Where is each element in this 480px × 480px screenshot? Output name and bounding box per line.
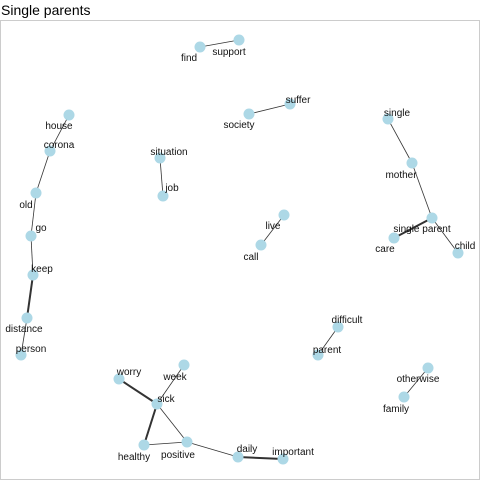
node-label-call: call — [243, 252, 258, 263]
node-label-healthy: healthy — [118, 452, 150, 463]
node-society — [243, 108, 255, 120]
edges-layer — [20, 39, 459, 460]
node-corona — [44, 145, 56, 157]
node-important — [277, 453, 289, 465]
labels-layer: find support suffer society single house coron… — [5, 47, 475, 463]
node-label-parent: parent — [313, 345, 342, 356]
node-family — [398, 391, 410, 403]
node-otherwise — [422, 362, 434, 374]
node-distance — [21, 312, 33, 324]
node-label-mother: mother — [385, 170, 417, 181]
node-go — [25, 230, 37, 242]
node-find — [194, 41, 206, 53]
node-care — [388, 232, 400, 244]
node-single-parent — [426, 212, 438, 224]
node-label-corona: corona — [44, 140, 75, 151]
node-label-keep: keep — [31, 264, 53, 275]
node-label-old: old — [19, 200, 32, 211]
node-label-difficult: difficult — [332, 315, 363, 326]
node-house — [63, 109, 75, 121]
edge-week-sick — [156, 364, 185, 405]
edge-sick-positive — [156, 403, 188, 443]
node-sick — [151, 398, 163, 410]
edge-mother-single-parent — [411, 162, 433, 219]
node-label-child: child — [455, 241, 476, 252]
edge-difficult-parent — [317, 326, 339, 356]
node-label-daily: daily — [237, 444, 258, 455]
edge-worry-sick — [118, 378, 158, 405]
node-suffer — [284, 98, 296, 110]
edge-situation-job — [159, 157, 164, 197]
node-child — [452, 247, 464, 259]
edge-otherwise-family — [403, 367, 429, 398]
chart-title: Single parents — [1, 2, 91, 18]
node-mother — [406, 157, 418, 169]
node-old — [30, 187, 42, 199]
node-daily — [232, 451, 244, 463]
node-worry — [113, 373, 125, 385]
node-label-care: care — [375, 244, 395, 255]
node-label-house: house — [45, 121, 73, 132]
edge-single-parent-care — [393, 217, 433, 239]
node-single — [382, 113, 394, 125]
node-week — [178, 359, 190, 371]
edge-sick-healthy — [143, 403, 158, 446]
node-label-week: week — [162, 372, 187, 383]
node-label-worry: worry — [116, 367, 141, 378]
node-person — [15, 349, 27, 361]
node-situation — [154, 152, 166, 164]
edge-house-corona — [49, 114, 70, 152]
nodes-layer — [15, 34, 464, 465]
node-label-find: find — [181, 53, 197, 64]
node-label-person: person — [16, 344, 47, 355]
node-label-suffer: suffer — [286, 95, 311, 106]
node-job — [157, 190, 169, 202]
edge-positive-daily — [186, 441, 239, 458]
node-label-situation: situation — [150, 147, 187, 158]
node-label-job: job — [164, 183, 179, 194]
node-difficult — [332, 321, 344, 333]
node-label-live: live — [265, 221, 280, 232]
node-label-society: society — [223, 120, 254, 131]
node-label-support: support — [212, 47, 246, 58]
node-parent — [312, 349, 324, 361]
node-label-distance: distance — [5, 324, 43, 335]
node-label-single-parent: single parent — [393, 224, 450, 235]
node-label-sick: sick — [157, 394, 175, 405]
node-call — [255, 239, 267, 251]
edge-distance-person — [20, 317, 28, 356]
node-positive — [181, 436, 193, 448]
edge-corona-old — [35, 150, 51, 194]
node-live — [278, 209, 290, 221]
edge-old-go — [30, 192, 37, 237]
node-label-important: important — [272, 447, 314, 458]
node-label-single: single — [384, 108, 411, 119]
edge-daily-important — [237, 456, 284, 460]
node-healthy — [138, 439, 150, 451]
edge-single-mother — [387, 118, 413, 164]
node-support — [233, 34, 245, 46]
edge-healthy-positive — [143, 441, 188, 446]
node-keep — [27, 269, 39, 281]
node-label-positive: positive — [161, 450, 195, 461]
edge-keep-distance — [26, 274, 34, 319]
node-label-otherwise: otherwise — [397, 374, 440, 385]
edge-find-support — [199, 39, 240, 48]
node-label-go: go — [35, 223, 47, 234]
edge-single-parent-child — [431, 217, 459, 254]
edge-society-suffer — [248, 103, 291, 115]
edge-go-keep — [30, 235, 34, 276]
node-label-family: family — [383, 404, 409, 415]
edge-live-call — [260, 214, 285, 246]
